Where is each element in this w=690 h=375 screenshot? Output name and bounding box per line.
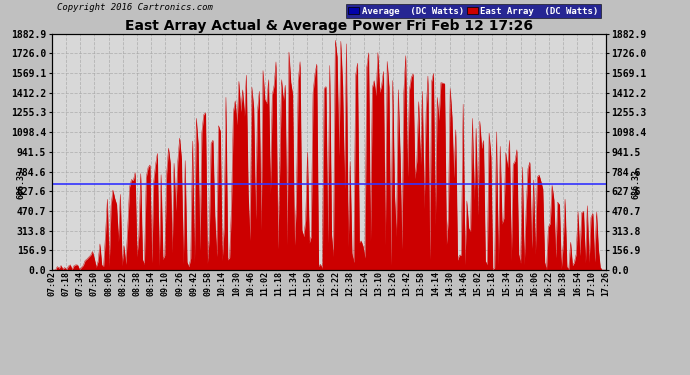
Title: East Array Actual & Average Power Fri Feb 12 17:26: East Array Actual & Average Power Fri Fe… (125, 19, 533, 33)
Text: 686.33: 686.33 (632, 169, 641, 199)
Text: Copyright 2016 Cartronics.com: Copyright 2016 Cartronics.com (57, 3, 213, 12)
Legend: Average  (DC Watts), East Array  (DC Watts): Average (DC Watts), East Array (DC Watts… (346, 4, 601, 18)
Text: 686.33: 686.33 (17, 169, 26, 199)
